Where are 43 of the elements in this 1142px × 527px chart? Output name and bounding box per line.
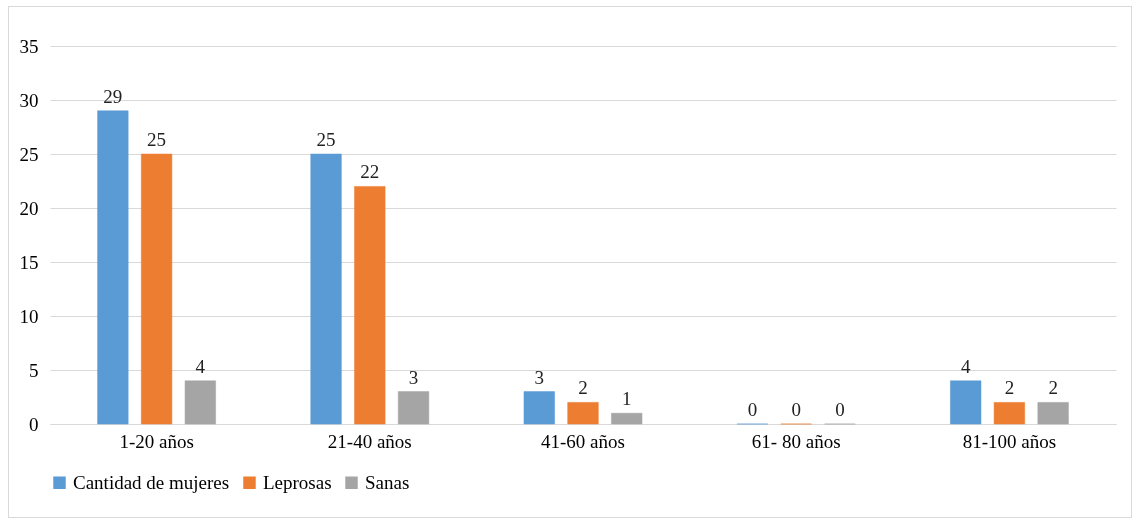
data-label: 2 — [578, 377, 588, 399]
legend-label: Sanas — [365, 471, 410, 493]
bar — [97, 110, 129, 425]
data-label: 25 — [147, 129, 167, 150]
y-tick-label: 30 — [19, 89, 39, 111]
bar — [1037, 402, 1069, 425]
data-label: 3 — [534, 366, 545, 388]
data-label: 4 — [195, 355, 206, 377]
data-label: 2 — [1048, 377, 1058, 399]
bar — [397, 391, 430, 425]
data-label: 2 — [1004, 377, 1015, 399]
y-tick-label: 15 — [19, 251, 39, 273]
data-label: 4 — [960, 355, 971, 377]
y-tick-label: 5 — [29, 359, 39, 381]
bar — [141, 153, 173, 425]
legend-label: Leprosas — [263, 471, 332, 493]
bar — [523, 391, 555, 425]
data-label: 3 — [408, 366, 419, 388]
x-tick-label: 61- 80 años — [751, 430, 841, 452]
y-tick-label: 25 — [19, 143, 39, 165]
data-label: 0 — [747, 399, 758, 420]
bar — [993, 402, 1025, 425]
data-label: 0 — [835, 399, 845, 420]
y-tick-label: 10 — [19, 305, 39, 327]
x-tick-label: 21-40 años — [327, 430, 412, 452]
y-tick-label: 20 — [19, 197, 39, 219]
bar — [950, 380, 982, 425]
bar — [184, 380, 216, 425]
bar — [354, 186, 386, 425]
legend-label: Cantidad de mujeres — [73, 471, 230, 493]
x-tick-label: 81-100 años — [962, 430, 1057, 452]
x-tick-label: 41-60 años — [541, 430, 625, 452]
data-label: 25 — [316, 129, 336, 150]
x-tick-label: 1-20 años — [119, 430, 194, 452]
data-label: 1 — [621, 388, 632, 410]
data-label: 29 — [103, 85, 123, 107]
y-tick-label: 0 — [29, 413, 39, 435]
bar — [611, 412, 643, 425]
bar — [567, 402, 599, 425]
bar — [310, 153, 342, 425]
y-tick-label: 35 — [19, 35, 39, 57]
data-label: 22 — [360, 161, 380, 183]
data-label: 0 — [791, 399, 801, 420]
